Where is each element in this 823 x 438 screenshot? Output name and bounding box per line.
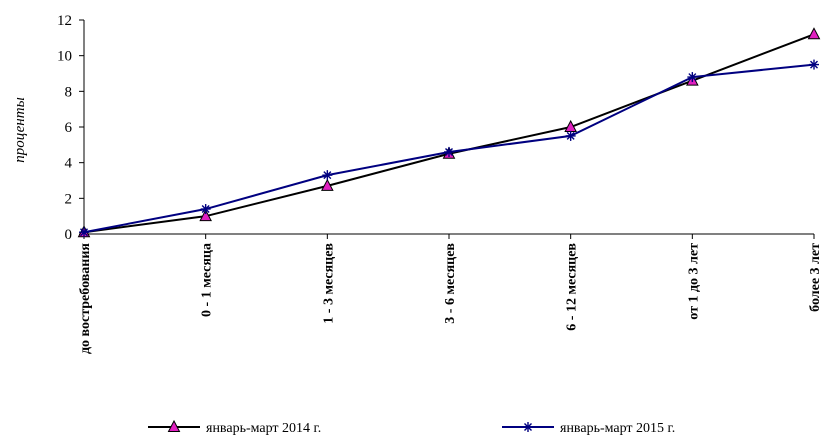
data-point-triangle — [199, 209, 212, 222]
data-point-asterisk — [809, 59, 819, 70]
x-tick-label: 6 - 12 месяцев — [565, 243, 580, 331]
x-tick-label: 0 - 1 месяца — [200, 243, 215, 317]
y-axis-label: проценты — [12, 97, 28, 162]
y-ticks: 0 2 4 6 8 10 12 — [57, 13, 84, 243]
series-line — [83, 33, 815, 234]
series-2 — [79, 59, 819, 238]
data-point-asterisk — [322, 170, 333, 181]
legend-label: январь-март 2015 г. — [560, 421, 675, 436]
y-tick-label: 10 — [57, 49, 72, 65]
data-point-triangle — [321, 178, 334, 191]
data-point-triangle — [167, 419, 181, 432]
series-1 — [77, 27, 821, 238]
x-ticks: до востребования 0 - 1 месяца 1 - 3 месяце… — [78, 234, 823, 354]
data-point-asterisk — [444, 146, 454, 157]
x-tick-label: 1 - 3 месяцев — [321, 243, 336, 324]
y-tick-label: 2 — [65, 191, 73, 207]
data-point-asterisk — [523, 422, 533, 432]
legend-item-1: январь-март 2014 г. — [148, 419, 321, 436]
data-point-asterisk — [79, 227, 89, 238]
y-tick-label: 12 — [57, 13, 72, 29]
legend-item-2: январь-март 2015 г. — [502, 421, 675, 436]
x-tick-label: более 3 лет — [808, 243, 823, 312]
data-point-asterisk — [687, 72, 698, 83]
legend: январь-март 2014 г. январь-март 2015 г. — [148, 419, 675, 436]
axes — [83, 20, 814, 235]
y-tick-label: 6 — [65, 120, 73, 136]
x-tick-label: от 1 до 3 лет — [686, 243, 701, 320]
y-tick-label: 4 — [65, 156, 73, 172]
series-group — [77, 27, 821, 238]
x-tick-label: 3 - 6 месяцев — [443, 243, 458, 324]
data-point-asterisk — [565, 130, 576, 141]
y-tick-label: 8 — [65, 84, 73, 100]
legend-label: январь-март 2014 г. — [206, 421, 321, 436]
y-tick-label: 0 — [65, 227, 73, 243]
x-tick-label: до востребования — [78, 243, 93, 354]
data-point-asterisk — [200, 204, 211, 215]
data-point-triangle — [807, 27, 821, 40]
